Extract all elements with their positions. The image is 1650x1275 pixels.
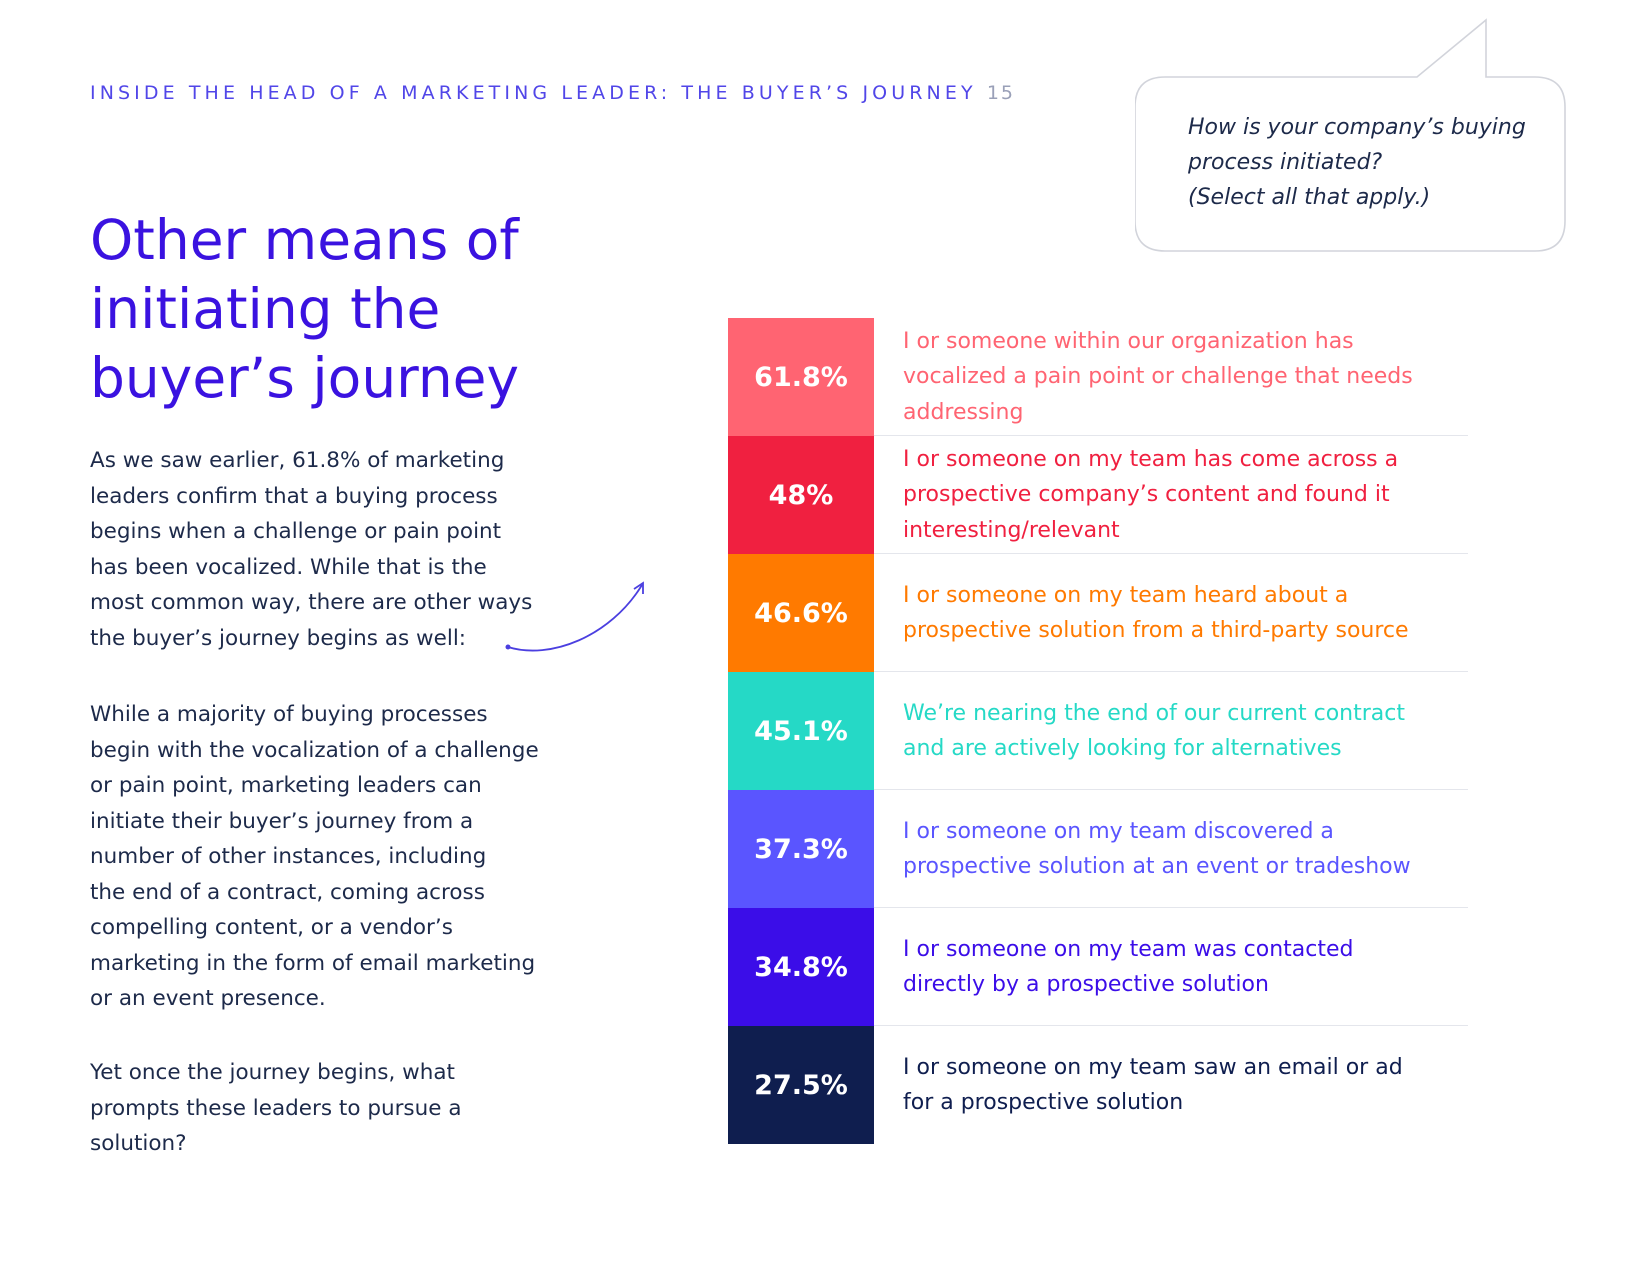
running-header: INSIDE THE HEAD OF A MARKETING LEADER: T…: [90, 82, 1015, 104]
body-line: compelling content, or a vendor’s: [90, 915, 453, 940]
bar-value-label: 61.8%: [728, 318, 874, 436]
body-line: prompts these leaders to pursue a: [90, 1095, 462, 1121]
row-divider: [874, 435, 1468, 436]
bar-category-label: I or someone on my team discovered a pros…: [874, 814, 1463, 885]
body-line: the buyer’s journey begins as well:: [90, 625, 467, 651]
page-number: 15: [986, 82, 1015, 104]
chart-row: 48% I or someone on my team has come acro…: [728, 436, 1468, 554]
body-line: Yet once the journey begins, what: [90, 1060, 455, 1085]
bar-value-label: 37.3%: [728, 790, 874, 908]
bar-category-label: I or someone on my team has come across …: [874, 442, 1463, 549]
chart-row: 46.6% I or someone on my team heard about…: [728, 554, 1468, 672]
body-line: or an event presence.: [90, 986, 326, 1011]
body-line: begins when a challenge or pain point: [90, 519, 502, 544]
question-line: (Select all that apply.): [1188, 185, 1431, 210]
category-label-line: prospective solution from a third-party …: [903, 618, 1409, 643]
question-line: How is your company’s buying: [1188, 115, 1526, 140]
survey-question: How is your company’s buying process ini…: [1188, 110, 1548, 215]
body-line: the end of a contract, coming across: [90, 879, 485, 905]
bar-category-label: I or someone on my team heard about a pro…: [874, 578, 1463, 649]
bar-value-label: 34.8%: [728, 908, 874, 1026]
title-line: initiating the: [90, 277, 441, 341]
body-line: number of other instances, including: [90, 844, 487, 869]
category-label-line: I or someone on my team was contacted: [903, 936, 1354, 962]
category-label-line: We’re nearing the end of our current con…: [903, 700, 1406, 726]
body-line: initiate their buyer’s journey from a: [90, 808, 474, 834]
category-label-line: vocalized a pain point or challenge that…: [903, 364, 1413, 390]
title-line: buyer’s journey: [90, 346, 520, 410]
row-divider: [874, 789, 1468, 790]
bar-value-label: 27.5%: [728, 1026, 874, 1144]
category-label-line: addressing: [903, 399, 1024, 425]
row-divider: [874, 671, 1468, 672]
body-line: marketing in the form of email marketing: [90, 950, 536, 976]
survey-results-chart: 61.8% I or someone within our organizatio…: [728, 318, 1468, 1144]
chart-row: 27.5% I or someone on my team saw an emai…: [728, 1026, 1468, 1144]
header-title: INSIDE THE HEAD OF A MARKETING LEADER: T…: [90, 82, 977, 104]
speech-bubble: [1135, 18, 1566, 252]
row-divider: [874, 553, 1468, 554]
curved-arrow-icon: [505, 581, 644, 652]
body-line: While a majority of buying processes: [90, 702, 488, 727]
body-line: solution?: [90, 1131, 187, 1156]
question-line: process initiated?: [1188, 150, 1383, 175]
category-label-line: I or someone within our organization has: [903, 328, 1354, 354]
body-paragraph-3: Yet once the journey begins, what prompt…: [90, 1055, 580, 1162]
bar-value-label: 48%: [728, 436, 874, 554]
category-label-line: I or someone on my team heard about a: [903, 582, 1349, 608]
category-label-line: for a prospective solution: [903, 1090, 1184, 1115]
category-label-line: I or someone on my team discovered a: [903, 818, 1334, 844]
row-divider: [874, 907, 1468, 908]
bar-category-label: We’re nearing the end of our current con…: [874, 696, 1463, 767]
bar-value-label: 45.1%: [728, 672, 874, 790]
body-line: begin with the vocalization of a challen…: [90, 737, 539, 763]
chart-row: 61.8% I or someone within our organizatio…: [728, 318, 1468, 436]
body-line: most common way, there are other ways: [90, 590, 533, 615]
bar-category-label: I or someone on my team was contacted dir…: [874, 932, 1463, 1003]
body-paragraph-1: As we saw earlier, 61.8% of marketing le…: [90, 443, 580, 656]
chart-row: 45.1% We’re nearing the end of our curren…: [728, 672, 1468, 790]
body-line: As we saw earlier, 61.8% of marketing: [90, 448, 505, 473]
bar-value-label: 46.6%: [728, 554, 874, 672]
page-title: Other means of initiating the buyer’s jo…: [90, 206, 650, 413]
category-label-line: prospective solution at an event or trad…: [903, 854, 1411, 879]
category-label-line: I or someone on my team saw an email or …: [903, 1054, 1403, 1080]
row-divider: [874, 1025, 1468, 1026]
category-label-line: and are actively looking for alternative…: [903, 736, 1342, 761]
category-label-line: interesting/relevant: [903, 517, 1120, 543]
category-label-line: prospective company’s content and found …: [903, 482, 1390, 508]
body-line: has been vocalized. While that is the: [90, 554, 487, 580]
body-paragraph-2: While a majority of buying processes beg…: [90, 697, 580, 1017]
chart-row: 34.8% I or someone on my team was contact…: [728, 908, 1468, 1026]
body-line: or pain point, marketing leaders can: [90, 773, 482, 798]
category-label-line: directly by a prospective solution: [903, 972, 1269, 997]
body-line: leaders confirm that a buying process: [90, 483, 498, 509]
bar-category-label: I or someone on my team saw an email or …: [874, 1050, 1463, 1121]
title-line: Other means of: [90, 208, 519, 272]
category-label-line: I or someone on my team has come across …: [903, 446, 1399, 472]
bar-category-label: I or someone within our organization has…: [874, 324, 1463, 431]
chart-row: 37.3% I or someone on my team discovered …: [728, 790, 1468, 908]
